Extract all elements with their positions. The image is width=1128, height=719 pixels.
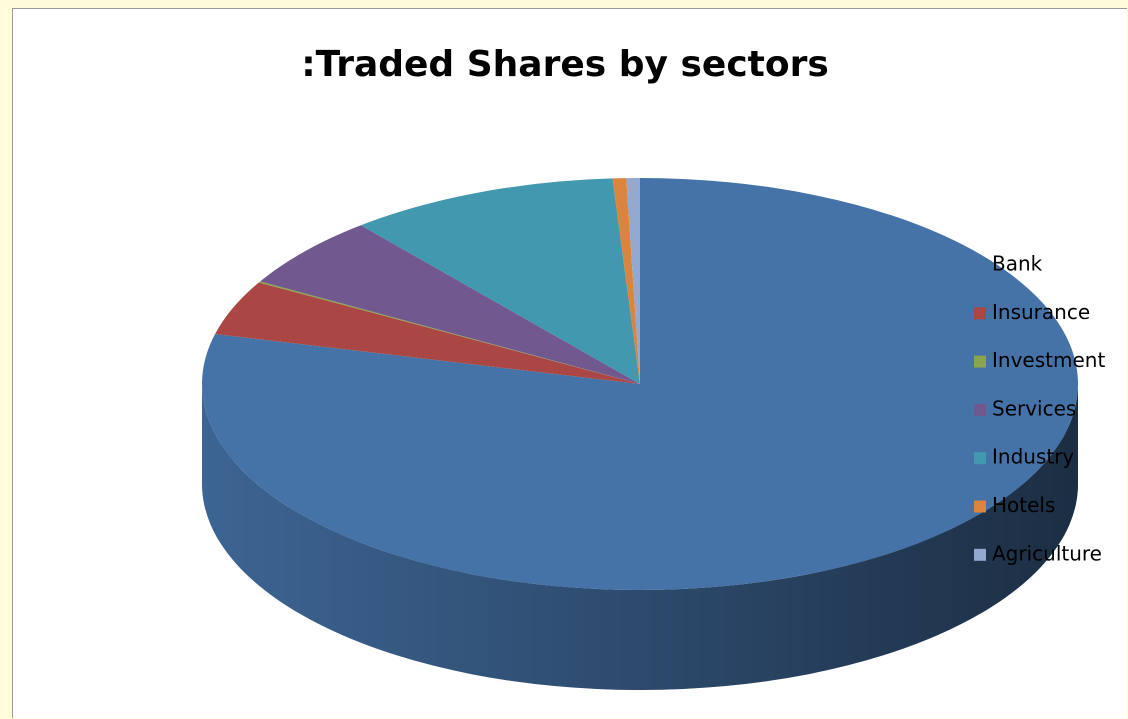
legend-label: Agriculture xyxy=(992,541,1102,565)
legend-marker xyxy=(974,500,986,513)
pie-slice xyxy=(612,178,640,384)
legend-label: Bank xyxy=(992,252,1043,276)
pie-slice xyxy=(215,282,640,384)
legend-label: Services xyxy=(992,396,1076,420)
legend-label: Investment xyxy=(992,348,1105,372)
pie-slice xyxy=(626,178,640,384)
legend-label: Hotels xyxy=(992,493,1055,517)
legend-marker xyxy=(974,548,986,561)
legend-marker xyxy=(974,403,986,416)
pie-slice xyxy=(258,281,640,384)
legend-marker xyxy=(974,259,986,271)
pie-slice xyxy=(260,225,640,384)
legend-label: Insurance xyxy=(992,300,1090,324)
legend-label: Industry xyxy=(992,445,1074,469)
pie-slice xyxy=(360,178,640,384)
pie-slice xyxy=(201,178,1078,590)
legend-marker xyxy=(974,452,986,465)
legend-marker xyxy=(974,307,986,320)
chart-title: :Traded Shares by sectors xyxy=(301,44,829,85)
legend-marker xyxy=(974,355,986,368)
pie-side-shade xyxy=(202,384,1078,690)
